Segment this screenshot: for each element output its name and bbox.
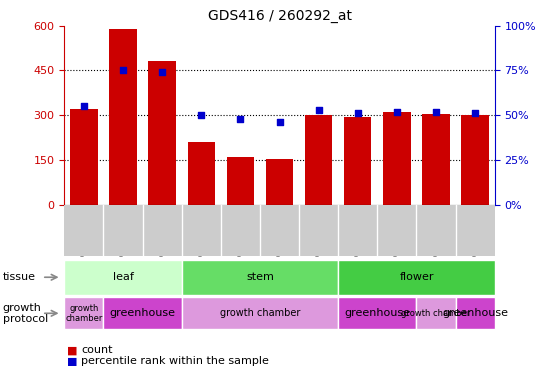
Point — [275, 120, 284, 126]
Point — [158, 69, 167, 75]
Point — [471, 111, 480, 116]
Bar — [70, 109, 97, 205]
Bar — [227, 157, 254, 205]
Text: greenhouse: greenhouse — [110, 308, 176, 318]
Bar — [383, 112, 410, 205]
Text: leaf: leaf — [112, 272, 134, 282]
Text: ■: ■ — [67, 345, 78, 355]
Title: GDS416 / 260292_at: GDS416 / 260292_at — [207, 9, 352, 23]
Text: growth
chamber: growth chamber — [65, 303, 102, 323]
Bar — [110, 29, 137, 205]
Text: growth chamber: growth chamber — [220, 308, 300, 318]
Point — [79, 103, 88, 109]
Bar — [344, 117, 372, 205]
Text: stem: stem — [246, 272, 274, 282]
Text: percentile rank within the sample: percentile rank within the sample — [81, 356, 269, 366]
Text: growth: growth — [3, 303, 42, 313]
Text: growth chamber: growth chamber — [401, 309, 471, 318]
Text: protocol: protocol — [3, 314, 48, 324]
Point — [432, 109, 440, 115]
Point — [353, 111, 362, 116]
Bar — [266, 158, 293, 205]
Bar — [188, 142, 215, 205]
Point — [197, 112, 206, 118]
Bar — [423, 114, 449, 205]
Point — [119, 68, 127, 74]
Text: ■: ■ — [67, 356, 78, 366]
Point — [236, 116, 245, 122]
Bar — [462, 115, 489, 205]
Text: tissue: tissue — [3, 272, 36, 282]
Text: greenhouse: greenhouse — [344, 308, 410, 318]
Bar — [149, 61, 176, 205]
Text: greenhouse: greenhouse — [442, 308, 508, 318]
Point — [392, 109, 401, 115]
Text: count: count — [81, 345, 112, 355]
Point — [314, 107, 323, 113]
Bar — [305, 115, 333, 205]
Text: flower: flower — [399, 272, 434, 282]
